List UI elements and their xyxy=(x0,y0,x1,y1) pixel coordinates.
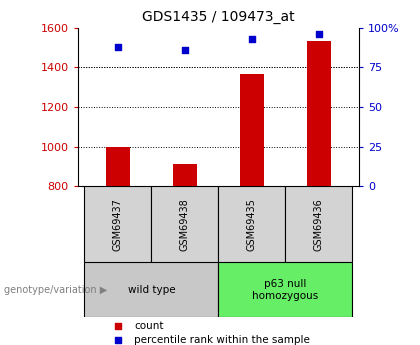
Bar xyxy=(84,186,151,262)
Bar xyxy=(218,186,286,262)
Text: GSM69435: GSM69435 xyxy=(247,198,257,251)
Bar xyxy=(84,262,218,317)
Point xyxy=(181,47,188,52)
Text: count: count xyxy=(134,321,164,331)
Bar xyxy=(106,147,130,186)
Title: GDS1435 / 109473_at: GDS1435 / 109473_at xyxy=(142,10,295,24)
Bar xyxy=(218,262,352,317)
Text: GSM69437: GSM69437 xyxy=(113,198,123,251)
Text: GSM69436: GSM69436 xyxy=(314,198,324,250)
Point xyxy=(249,36,255,41)
Text: genotype/variation ▶: genotype/variation ▶ xyxy=(4,285,108,295)
Bar xyxy=(286,186,352,262)
Text: percentile rank within the sample: percentile rank within the sample xyxy=(134,335,310,345)
Bar xyxy=(307,41,331,186)
Point xyxy=(315,31,322,37)
Text: GSM69438: GSM69438 xyxy=(180,198,190,250)
Bar xyxy=(151,186,218,262)
Text: p63 null
homozygous: p63 null homozygous xyxy=(252,279,318,300)
Text: wild type: wild type xyxy=(128,285,175,295)
Point xyxy=(115,44,121,49)
Bar xyxy=(173,164,197,186)
Bar xyxy=(240,73,264,186)
